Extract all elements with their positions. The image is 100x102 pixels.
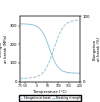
X-axis label: Temperature (°C): Temperature (°C): [33, 90, 67, 94]
Y-axis label: Elongation
at break (%): Elongation at break (%): [92, 37, 100, 61]
Y-axis label: Tensile
strength
at break (MPa): Tensile strength at break (MPa): [0, 35, 8, 63]
Legend: Elongation at break, Breaking strength: Elongation at break, Breaking strength: [19, 95, 81, 101]
